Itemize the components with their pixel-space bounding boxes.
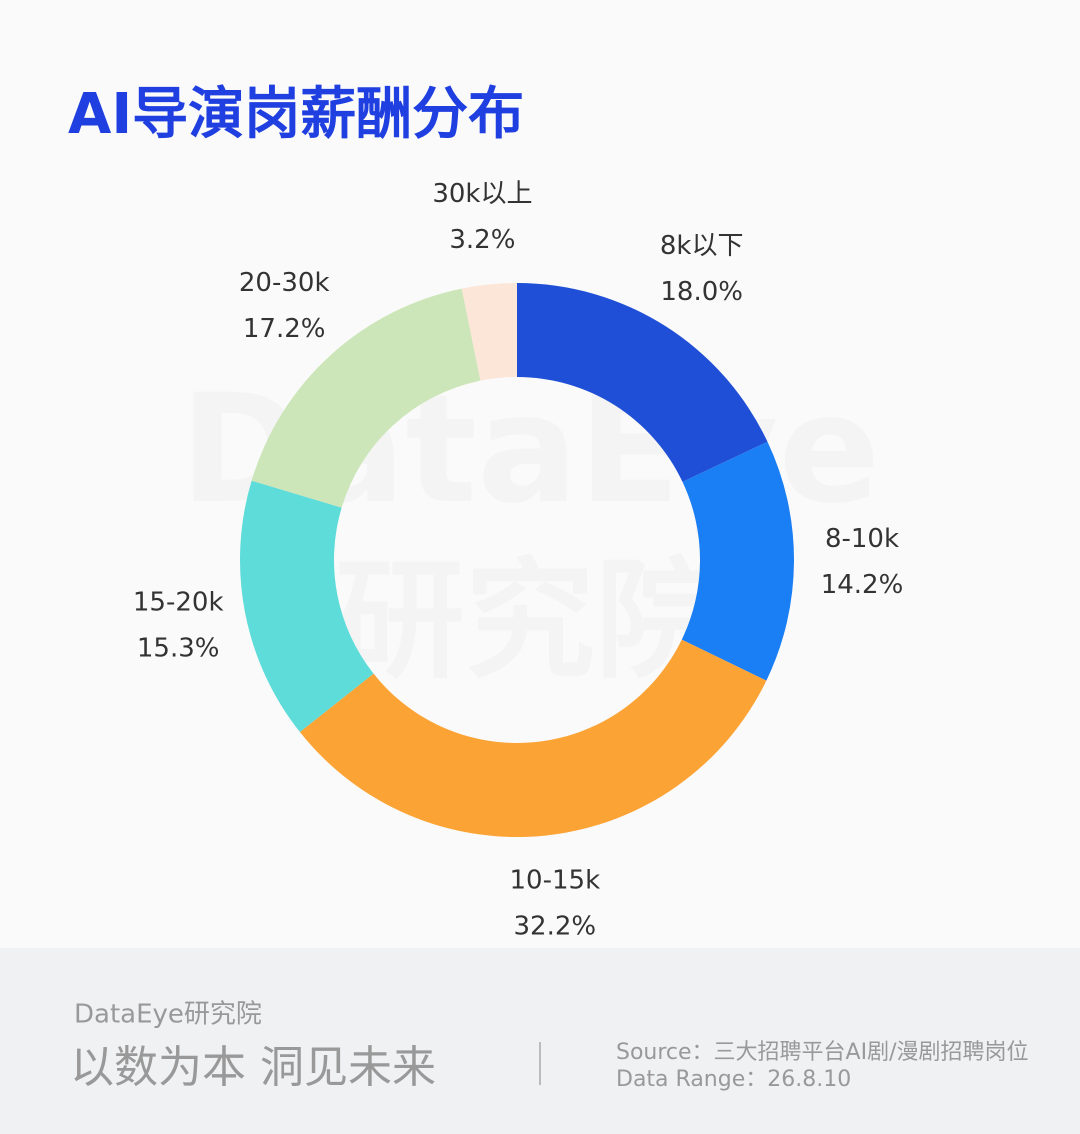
footer-brand: DataEye研究院 [74,1000,262,1030]
footer-source: Source：三大招聘平台AI剧/漫剧招聘岗位 [616,1040,1029,1065]
slice [681,441,795,681]
chart-title: AI导演岗薪酬分布 [68,82,524,147]
slice [251,288,481,508]
value-label: 14.2% [821,570,904,600]
footer-range: Data Range：26.8.10 [616,1067,851,1092]
pie [240,283,795,837]
slice-label: 20-30k [239,268,330,298]
value-label: 18.0% [660,277,743,307]
slice [461,283,517,381]
value-label: 3.2% [449,225,515,255]
footer-slogan: 以数为本 洞见未来 [70,1042,436,1093]
value-label: 32.2% [514,911,597,941]
slice [517,283,768,482]
slice-label: 10-15k [510,865,601,895]
slice [240,480,374,733]
slice-label: 8-10k [825,524,899,554]
slice-label: 8k以下 [660,231,744,261]
footer [0,948,1080,1134]
value-label: 17.2% [243,314,326,344]
slice [299,639,767,837]
slice-label: 30k以上 [432,179,532,209]
slice-label: 15-20k [133,588,224,618]
value-label: 15.3% [137,634,220,664]
